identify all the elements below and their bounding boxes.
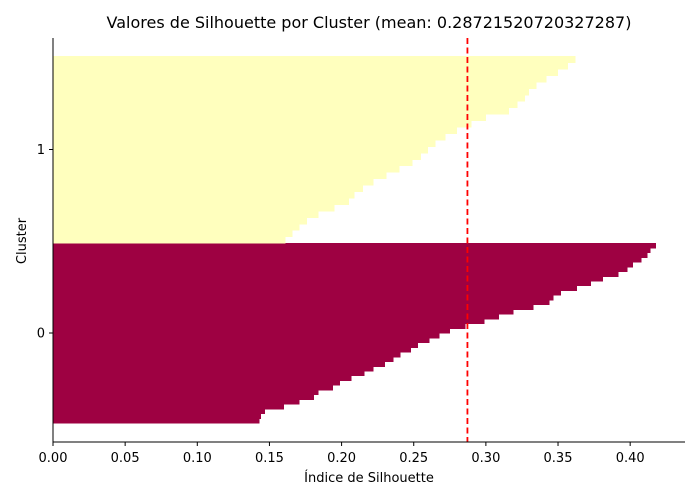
silhouette-bar xyxy=(53,236,286,244)
silhouette-bar xyxy=(53,165,400,173)
silhouette-bar xyxy=(53,370,365,377)
y-tick-label: 1 xyxy=(37,143,45,158)
silhouette-bar xyxy=(53,184,364,193)
silhouette-bar xyxy=(53,81,537,89)
silhouette-bar xyxy=(53,271,619,277)
silhouette-bar xyxy=(53,178,374,186)
silhouette-bar xyxy=(53,356,394,363)
silhouette-bar xyxy=(53,276,603,282)
chart-title: Valores de Silhouette por Cluster (mean:… xyxy=(107,13,632,32)
silhouette-bar xyxy=(53,75,547,83)
silhouette-bar xyxy=(53,210,319,218)
silhouette-bar xyxy=(53,191,355,199)
silhouette-bar xyxy=(53,62,569,70)
silhouette-bar xyxy=(53,309,514,315)
silhouette-bar xyxy=(53,88,530,96)
silhouette-bar xyxy=(53,399,300,405)
silhouette-bar xyxy=(53,266,628,273)
silhouette-bar xyxy=(53,197,349,205)
x-tick-label: 0.05 xyxy=(111,451,140,466)
silhouette-bar xyxy=(53,146,429,154)
silhouette-bar xyxy=(53,295,554,301)
silhouette-bar xyxy=(53,217,307,225)
silhouette-bar xyxy=(53,418,260,424)
silhouette-bar xyxy=(53,56,576,64)
silhouette-bar xyxy=(53,204,335,212)
x-tick-label: 0.40 xyxy=(616,451,645,466)
silhouette-bar xyxy=(53,333,440,339)
silhouette-bar xyxy=(53,394,315,400)
silhouette-bar xyxy=(53,328,450,334)
silhouette-bar xyxy=(53,101,518,109)
x-tick-label: 0.25 xyxy=(399,451,428,466)
silhouette-bar xyxy=(53,252,648,258)
silhouette-bar xyxy=(53,247,651,254)
silhouette-bar xyxy=(53,261,634,268)
silhouette-bar xyxy=(53,230,293,238)
silhouette-bar xyxy=(53,375,352,381)
silhouette-bar xyxy=(53,347,411,353)
silhouette-bar xyxy=(53,243,657,249)
silhouette-bar xyxy=(53,366,374,372)
silhouette-bar xyxy=(53,318,485,325)
cluster-1-silhouette xyxy=(53,56,576,244)
silhouette-bar xyxy=(53,133,446,141)
silhouette-bar xyxy=(53,385,333,391)
silhouette-bar xyxy=(53,172,387,180)
silhouette-bar xyxy=(53,223,300,231)
x-tick-label: 0.10 xyxy=(183,451,212,466)
x-tick-label: 0.30 xyxy=(471,451,500,466)
silhouette-bar xyxy=(53,152,421,160)
silhouette-bar xyxy=(53,257,642,263)
silhouette-bar xyxy=(53,337,430,344)
silhouette-bars xyxy=(53,56,657,424)
silhouette-bar xyxy=(53,342,419,348)
silhouette-bar xyxy=(53,304,534,310)
x-tick-label: 0.20 xyxy=(327,451,356,466)
silhouette-bar xyxy=(53,68,559,76)
x-tick-label: 0.00 xyxy=(39,451,68,466)
silhouette-bar xyxy=(53,94,525,102)
silhouette-bar xyxy=(53,361,385,367)
silhouette-bar xyxy=(53,114,486,122)
silhouette-bar xyxy=(53,285,577,291)
silhouette-bar xyxy=(53,323,466,329)
silhouette-bar xyxy=(53,139,436,147)
silhouette-bar xyxy=(53,351,401,358)
x-tick-label: 0.35 xyxy=(544,451,573,466)
silhouette-bar xyxy=(53,413,261,419)
y-axis-label: Cluster xyxy=(15,217,30,264)
silhouette-bar xyxy=(53,159,413,167)
silhouette-bar xyxy=(53,299,550,306)
silhouette-bar xyxy=(53,314,499,320)
silhouette-bar xyxy=(53,120,472,128)
cluster-0-silhouette xyxy=(53,243,657,424)
silhouette-bar xyxy=(53,126,458,134)
silhouette-bar xyxy=(53,290,561,296)
silhouette-bar xyxy=(53,107,509,115)
x-axis-label: Índice de Silhouette xyxy=(304,470,434,486)
silhouette-bar xyxy=(53,408,266,415)
axes: 0.00 0.05 0.10 0.15 0.20 0.25 0.30 0.35 0.40 0 1 xyxy=(37,38,685,466)
x-tick-label: 0.15 xyxy=(255,451,284,466)
silhouette-bar xyxy=(53,404,284,410)
silhouette-bar xyxy=(53,280,592,287)
y-tick-label: 0 xyxy=(37,327,45,342)
silhouette-bar xyxy=(53,380,341,386)
silhouette-bar xyxy=(53,389,319,396)
